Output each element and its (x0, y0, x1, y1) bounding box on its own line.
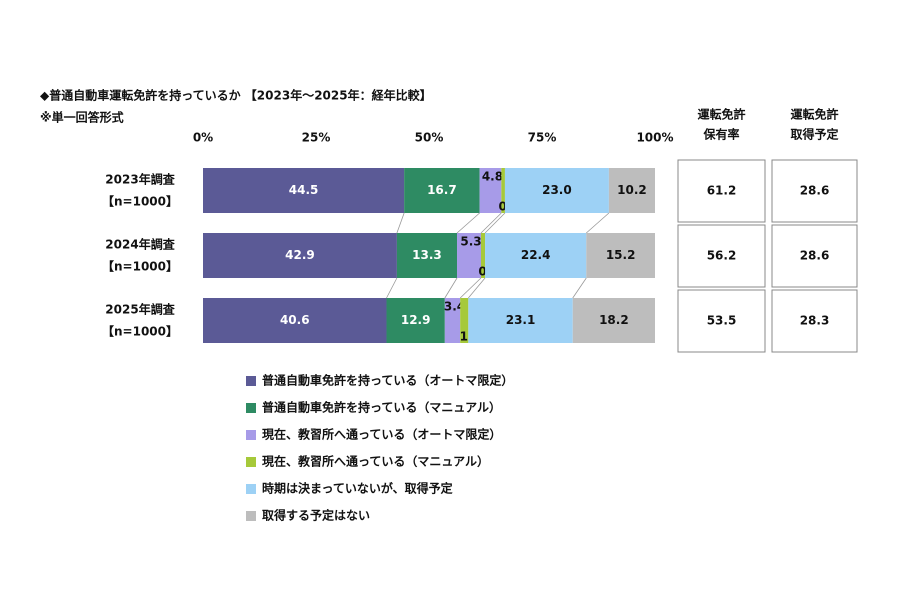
data-label: 22.4 (521, 248, 551, 262)
bar-segment (504, 168, 609, 213)
x-tick-label: 0% (193, 131, 213, 145)
category-label: 2024年調査 (105, 237, 175, 252)
data-label: 3.4 (444, 300, 465, 314)
legend-label: 現在、教習所へ通っている（マニュアル） (262, 454, 489, 469)
data-label: 16.7 (427, 183, 457, 197)
legend-label: 現在、教習所へ通っている（オートマ限定） (262, 427, 501, 442)
table-cell (771, 159, 858, 223)
x-tick-label: 25% (302, 131, 331, 145)
table-value: 61.2 (707, 184, 737, 198)
table-value: 53.5 (707, 314, 737, 328)
x-tick-label: 50% (415, 131, 444, 145)
bar-segment (572, 298, 655, 343)
data-label: 44.5 (289, 183, 319, 197)
data-label: 40.6 (280, 313, 310, 327)
connector (386, 277, 398, 299)
chart-title: ◆普通自動車運転免許を持っているか 【2023年～2025年：経年比較】 (40, 88, 432, 103)
bar-segment (203, 233, 397, 278)
legend-swatch (246, 376, 256, 386)
legend-swatch (246, 457, 256, 467)
connector (444, 277, 458, 299)
bar-segment (203, 168, 405, 213)
bar-segment (457, 233, 481, 278)
legend-label: 普通自動車免許を持っている（オートマ限定） (262, 373, 513, 388)
connector (459, 277, 482, 299)
bar-segment (501, 168, 505, 213)
data-label: 5.3 (460, 235, 481, 249)
table-value: 56.2 (707, 249, 737, 263)
category-sublabel: 【n=1000】 (102, 259, 178, 274)
table-value: 28.6 (800, 184, 830, 198)
connector (586, 212, 610, 234)
data-label: 23.1 (506, 313, 536, 327)
bar-segment (468, 298, 573, 343)
connector (468, 277, 486, 299)
bar-segment (396, 233, 458, 278)
table-header: 運転免許 (790, 107, 838, 122)
data-label: 23.0 (542, 183, 572, 197)
bar-segment (485, 233, 587, 278)
legend-swatch (246, 511, 256, 521)
data-label: 12.9 (401, 313, 431, 327)
table-cell (771, 289, 858, 353)
bar-segment (608, 168, 655, 213)
data-label: 15.2 (606, 248, 636, 262)
category-sublabel: 【n=1000】 (102, 194, 178, 209)
data-label: 42.9 (285, 248, 315, 262)
data-label: 10.2 (617, 183, 647, 197)
category-sublabel: 【n=1000】 (102, 324, 178, 339)
connector (396, 212, 405, 234)
legend-swatch (246, 430, 256, 440)
bar-segment (386, 298, 445, 343)
connector (480, 212, 502, 234)
bar-segment (586, 233, 655, 278)
bar-segment (203, 298, 387, 343)
connector (572, 277, 587, 299)
bar-segment (480, 233, 486, 278)
bar-segment (479, 168, 502, 213)
table-cell (677, 159, 766, 223)
table-header: 保有率 (702, 127, 739, 142)
bar-segment (460, 298, 469, 343)
bar-segment (444, 298, 461, 343)
connector (484, 212, 506, 234)
legend-label: 時期は決まっていないが、取得予定 (262, 481, 453, 496)
category-label: 2025年調査 (105, 302, 175, 317)
table-header: 取得予定 (790, 127, 838, 142)
table-cell (771, 224, 858, 288)
table-cell (677, 289, 766, 353)
connector (456, 212, 480, 234)
chart-subtitle: ※単一回答形式 (40, 110, 124, 125)
data-label: 13.3 (412, 248, 442, 262)
legend-swatch (246, 484, 256, 494)
legend-label: 普通自動車免許を持っている（マニュアル） (262, 400, 501, 415)
bar-segment (404, 168, 480, 213)
legend-label: 取得する予定はない (262, 508, 370, 523)
table-value: 28.6 (800, 249, 830, 263)
category-label: 2023年調査 (105, 172, 175, 187)
table-value: 28.3 (800, 314, 830, 328)
data-label: 4.8 (482, 170, 503, 184)
x-tick-label: 100% (636, 131, 673, 145)
table-cell (677, 224, 766, 288)
legend-swatch (246, 403, 256, 413)
data-label: 18.2 (599, 313, 629, 327)
table-header: 運転免許 (697, 107, 745, 122)
x-tick-label: 75% (528, 131, 557, 145)
